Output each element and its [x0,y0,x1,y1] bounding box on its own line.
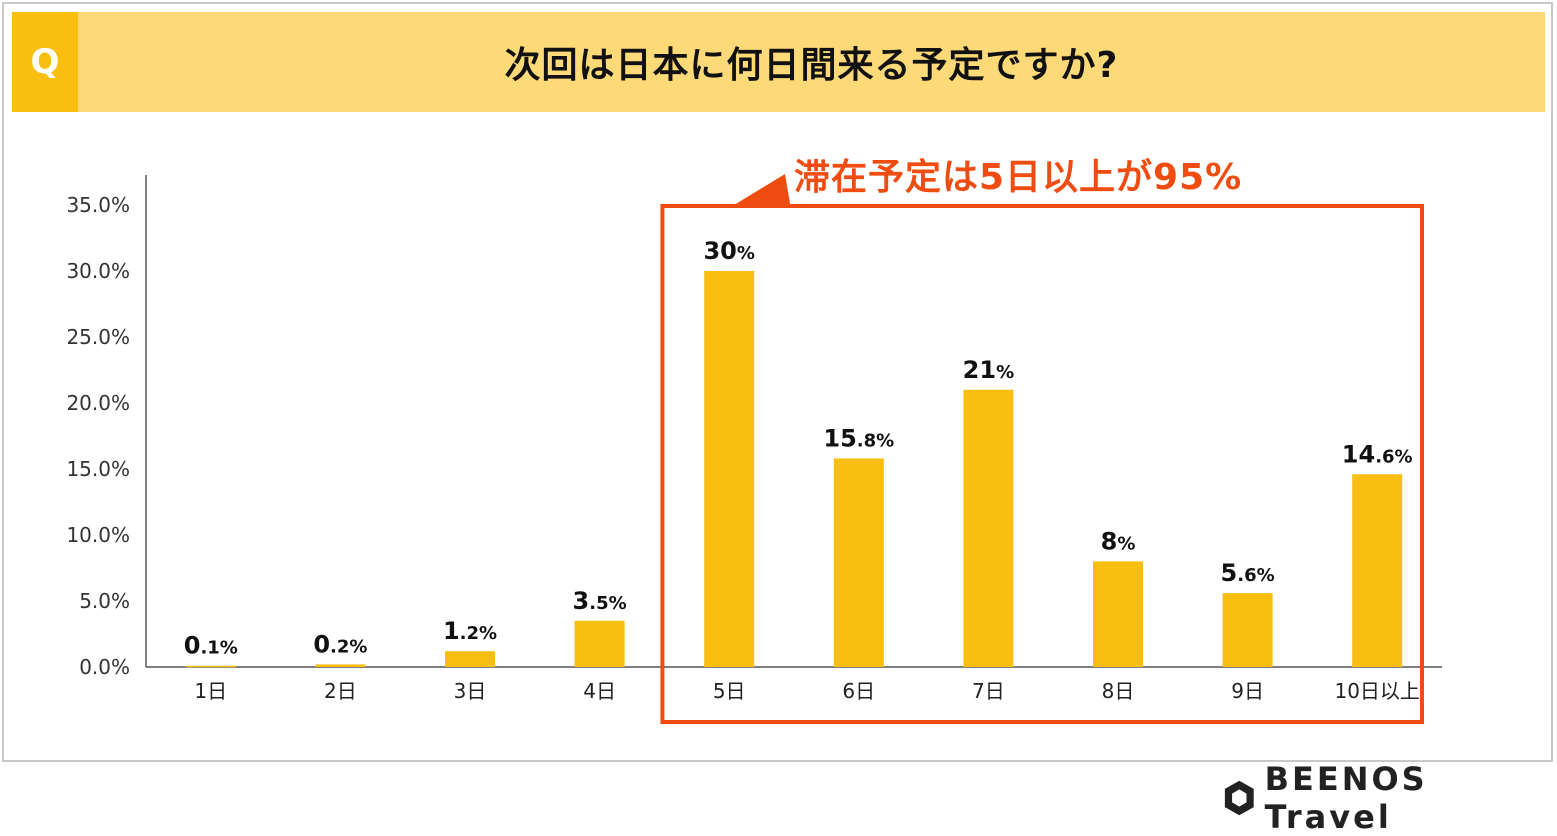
data-label: 3.5% [573,587,627,615]
x-tick-label: 3日 [454,679,487,703]
bar [315,664,366,667]
x-tick-label: 10日以上 [1334,679,1419,703]
y-tick-label: 10.0% [66,523,130,547]
data-label: 8% [1101,527,1136,555]
hexagon-logo-icon [1224,780,1254,816]
highlight-callout-text: 滞在予定は5日以上が95% [794,157,1243,198]
question-title: 次回は日本に何日間来る予定ですか? [504,45,1119,86]
y-tick-label: 30.0% [66,259,130,283]
y-tick-label: 20.0% [66,391,130,415]
bar [1093,561,1143,667]
brand-name: BEENOS Travel [1264,760,1428,836]
data-label: 15.8% [823,424,894,452]
x-tick-label: 5日 [713,679,746,703]
data-label: 5.6% [1221,559,1275,587]
data-label: 14.6% [1342,440,1413,468]
y-tick-label: 5.0% [79,589,130,613]
y-tick-label: 15.0% [66,457,130,481]
data-label: 30% [703,237,754,265]
bar [833,458,884,667]
data-label: 0.1% [184,632,238,660]
x-tick-label: 8日 [1102,679,1135,703]
bar [185,665,236,668]
x-tick-label: 9日 [1231,679,1264,703]
highlight-box [660,204,1424,724]
x-tick-label: 2日 [324,679,357,703]
bar [1222,593,1273,667]
question-header [12,12,1545,112]
x-tick-label: 7日 [972,679,1005,703]
y-tick-label: 35.0% [66,193,130,217]
bar [1352,474,1403,667]
bar [704,271,755,667]
callout-pointer [732,174,791,206]
x-tick-label: 1日 [194,679,227,703]
bar [963,389,1014,667]
x-tick-label: 4日 [583,679,616,703]
x-tick-label: 6日 [842,679,875,703]
question-badge: Q [12,12,78,112]
bar [445,651,495,667]
chart-frame [2,2,1553,762]
data-label: 0.2% [313,630,367,658]
data-label: 21% [963,356,1014,384]
bar [574,620,625,667]
data-label: 1.2% [443,617,497,645]
y-tick-label: 0.0% [79,655,130,679]
brand-logo: BEENOS Travel [1222,760,1557,836]
y-tick-label: 25.0% [66,325,130,349]
